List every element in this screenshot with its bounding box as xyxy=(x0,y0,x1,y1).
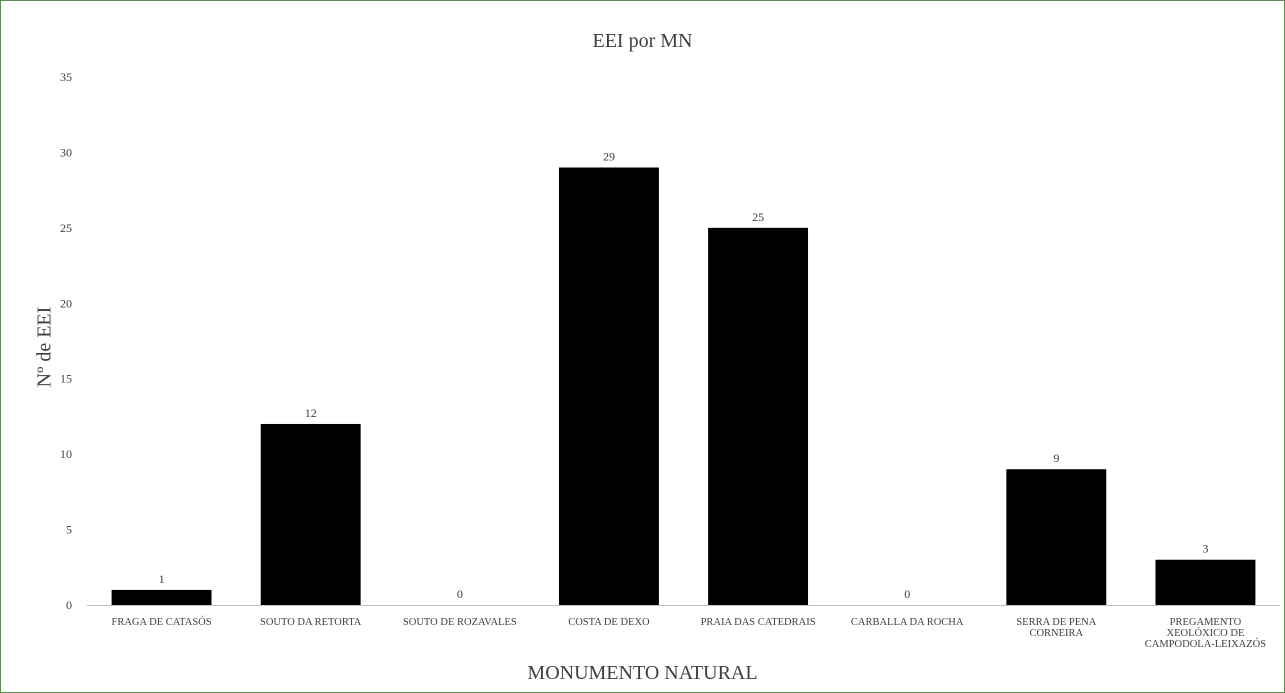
y-tick-label: 0 xyxy=(66,598,72,612)
y-axis-ticks: 0 5 10 15 20 25 30 35 xyxy=(60,70,72,612)
data-label: 1 xyxy=(159,572,165,586)
y-tick-label: 20 xyxy=(60,296,72,310)
y-tick-label: 35 xyxy=(60,70,72,84)
bar xyxy=(260,423,361,605)
bar xyxy=(111,589,212,605)
y-tick-label: 5 xyxy=(66,523,72,537)
x-tick-label: COSTA DE DEXO xyxy=(568,617,650,628)
x-axis-title: MONUMENTO NATURAL xyxy=(527,662,758,684)
x-tick-label: SOUTO DE ROZAVALES xyxy=(403,617,517,628)
bar xyxy=(708,227,809,605)
data-label: 0 xyxy=(904,587,910,601)
y-tick-label: 30 xyxy=(60,145,72,159)
x-tick-label: PRAIA DAS CATEDRAIS xyxy=(701,617,816,628)
y-tick-label: 15 xyxy=(60,372,72,386)
bar xyxy=(558,167,659,605)
bar xyxy=(1006,469,1107,605)
category-labels: FRAGA DE CATASÓS SOUTO DA RETORTA SOUTO DE… xyxy=(112,616,1267,650)
data-label: 3 xyxy=(1202,542,1208,556)
x-tick-label: SOUTO DA RETORTA xyxy=(260,617,362,628)
data-label: 12 xyxy=(305,406,317,420)
x-tick-label: PREGAMENTO XEOLÓXICO DE CAMPODOLA-LEIXAZÓS xyxy=(1145,617,1266,650)
data-label: 9 xyxy=(1053,451,1059,465)
chart-title: EEI por MN xyxy=(592,30,693,52)
x-tick-label: CARBALLA DA ROCHA xyxy=(851,617,964,628)
data-label: 29 xyxy=(603,150,615,164)
bar xyxy=(1155,559,1256,605)
bars xyxy=(111,167,1256,605)
x-tick-label: SERRA DE PENA CORNEIRA xyxy=(1016,617,1096,639)
y-tick-label: 10 xyxy=(60,447,72,461)
data-label: 0 xyxy=(457,587,463,601)
y-tick-label: 25 xyxy=(60,221,72,235)
data-labels: 1 12 0 29 25 0 9 3 xyxy=(159,150,1209,601)
x-tick-label: FRAGA DE CATASÓS xyxy=(112,616,212,628)
data-label: 25 xyxy=(752,210,764,224)
